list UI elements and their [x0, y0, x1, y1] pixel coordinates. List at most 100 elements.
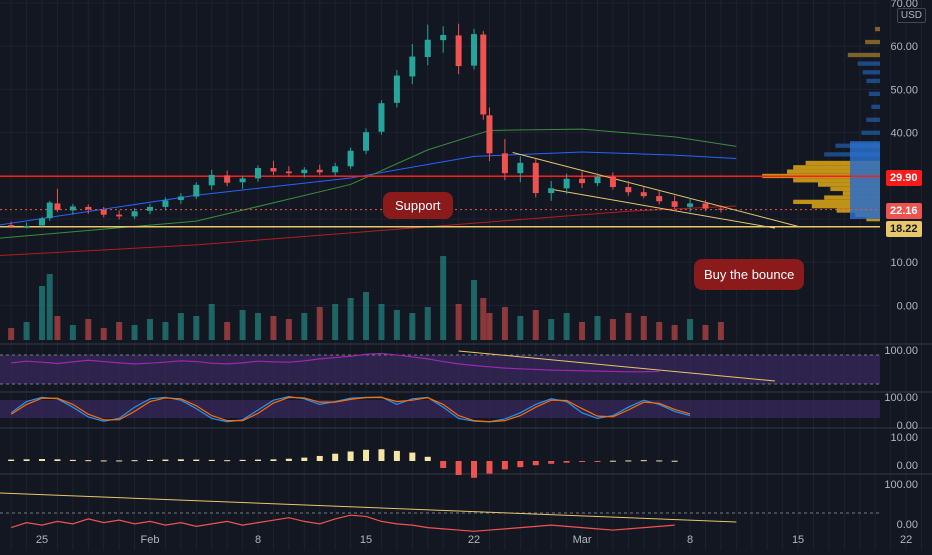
volume-bar	[301, 313, 308, 340]
moving-average-line	[0, 205, 737, 256]
macd-histogram-bar	[486, 461, 493, 474]
volume-profile-bar	[875, 26, 880, 32]
volume-bar	[486, 313, 493, 340]
volume-bar	[363, 292, 370, 340]
volume-bar	[131, 325, 138, 340]
price-axis-label: 60.00	[890, 41, 918, 53]
macd-histogram-bar	[532, 461, 539, 466]
time-axis-label: 22	[468, 534, 480, 546]
last-price-tag: 22.16	[886, 203, 922, 219]
volume-bar	[193, 316, 200, 340]
indicator-axis-label: 10.00	[890, 432, 918, 444]
macd-histogram-bar	[116, 460, 123, 462]
volume-profile-bar	[793, 178, 880, 183]
volume-bar	[270, 316, 277, 340]
candle-body	[147, 206, 154, 211]
indicator-axis-label: 100.00	[884, 345, 918, 357]
candle-body	[625, 187, 632, 193]
volume-bar	[116, 322, 123, 340]
support-price-tag: 18.22	[886, 221, 922, 237]
macd-histogram-bar	[471, 461, 478, 478]
candle-body	[8, 225, 15, 227]
volume-bar	[687, 319, 694, 340]
volume-profile-bar	[847, 52, 880, 58]
candle-body	[301, 169, 308, 174]
volume-profile-bar	[793, 199, 880, 205]
volume-bar	[8, 328, 15, 340]
candle-body	[363, 132, 370, 151]
candle-body	[656, 196, 663, 202]
volume-profile-bar	[857, 61, 880, 66]
candle-body	[640, 192, 647, 197]
volume-profile-bar	[811, 204, 880, 209]
candle-body	[548, 188, 555, 194]
price-axis-label: 40.00	[890, 128, 918, 140]
macd-histogram-bar	[208, 459, 215, 461]
volume-bar	[480, 298, 487, 340]
candle-body	[332, 166, 339, 173]
macd-histogram-bar	[609, 460, 616, 462]
macd-histogram-bar	[594, 461, 601, 462]
macd-histogram-bar	[285, 458, 292, 461]
candle-body	[471, 34, 478, 66]
volume-bar	[393, 310, 400, 340]
rsi-line	[11, 353, 660, 373]
macd-histogram-bar	[332, 453, 339, 461]
candle-body	[579, 178, 586, 184]
macd-histogram-bar	[301, 457, 308, 461]
macd-histogram-bar	[177, 459, 184, 461]
volume-bar	[532, 310, 539, 340]
volume-bar	[23, 322, 30, 340]
candle-body	[224, 175, 231, 183]
volume-bar	[46, 274, 53, 340]
candle-body	[501, 153, 508, 174]
macd-histogram-bar	[162, 459, 169, 461]
dmi-trend-line	[0, 492, 737, 523]
macd-histogram-bar	[316, 455, 323, 461]
volume-bar	[285, 319, 292, 340]
trend-line	[512, 151, 799, 227]
macd-histogram-bar	[563, 461, 570, 463]
candle-body	[347, 150, 354, 167]
candle-body	[532, 162, 539, 194]
volume-bar	[563, 313, 570, 340]
volume-profile-bar	[787, 169, 880, 174]
macd-histogram-bar	[440, 461, 447, 468]
candle-body	[594, 176, 601, 184]
macd-histogram-bar	[378, 449, 385, 461]
price-axis-label: 0.00	[897, 300, 918, 312]
macd-histogram-bar	[501, 461, 508, 470]
candle-body	[23, 225, 30, 227]
support-callout: Support	[383, 192, 453, 219]
candle-body	[39, 218, 45, 226]
volume-bar	[100, 328, 107, 340]
indicator-axis-label: 0.00	[897, 519, 918, 531]
resistance-price-tag: 29.90	[886, 170, 922, 186]
volume-profile-bar	[865, 39, 880, 45]
indicator-axis-label: 0.00	[897, 460, 918, 472]
macd-histogram-bar	[640, 460, 647, 462]
macd-histogram-bar	[100, 460, 107, 462]
candle-body	[671, 201, 678, 207]
volume-bar	[517, 316, 524, 340]
volume-bar	[609, 319, 616, 340]
macd-histogram-bar	[54, 459, 61, 461]
dmi-line	[10, 514, 675, 532]
time-axis-label: Mar	[573, 534, 592, 546]
candle-body	[131, 211, 138, 217]
volume-bar	[69, 325, 76, 340]
candle-body	[480, 34, 487, 115]
price-axis-label: 70.00	[890, 0, 918, 10]
price-axis-label: 10.00	[890, 257, 918, 269]
volume-bar	[625, 313, 632, 340]
volume-profile-value-area	[850, 141, 880, 219]
macd-histogram-bar	[270, 459, 277, 461]
macd-histogram-bar	[147, 459, 154, 461]
candle-body	[69, 206, 76, 211]
volume-profile-bar	[862, 70, 880, 75]
candle-body	[517, 162, 524, 174]
currency-label[interactable]: USD	[896, 8, 926, 23]
candle-body	[85, 206, 92, 210]
